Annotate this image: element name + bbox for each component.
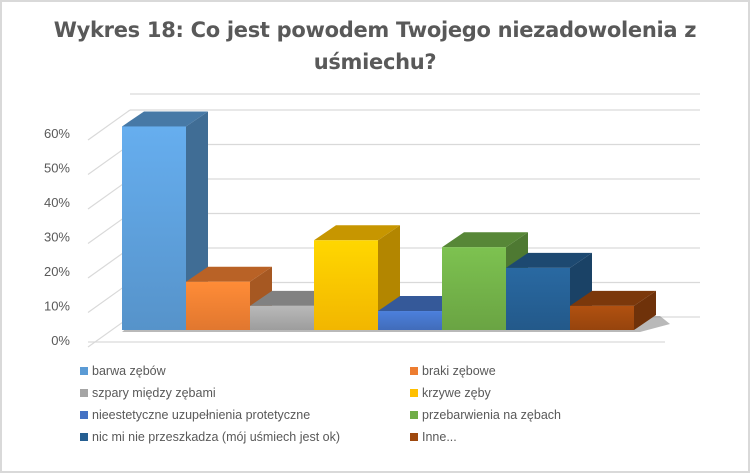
legend-swatch-icon [410,389,418,397]
legend-label: przebarwienia na zębach [422,408,561,422]
legend-item: braki zębowe [410,364,496,378]
legend-label: nieestetyczne uzupełnienia protetyczne [92,408,311,422]
legend-swatch-icon [410,433,418,441]
y-tick-label: 20% [44,264,70,279]
legend-item: nieestetyczne uzupełnienia protetyczne [80,408,310,422]
legend-item: barwa zębów [80,364,166,378]
legend-swatch-icon [80,367,88,375]
y-axis-ticks: 0% 10% 20% 30% 40% 50% 60% [44,126,70,348]
legend-item: szpary między zębami [80,386,216,400]
bars [122,111,670,332]
legend-label: szpary między zębami [92,386,216,400]
legend-label: krzywe zęby [422,386,491,400]
y-tick-label: 60% [44,126,70,141]
legend-label: Inne... [422,430,457,444]
legend-label: braki zębowe [422,364,496,378]
y-tick-label: 50% [44,161,70,176]
legend-item: przebarwienia na zębach [410,408,561,422]
chart-title-line-1: Wykres 18: Co jest powodem Twojego nieza… [53,18,697,42]
bar-8 [570,290,656,330]
legend-item: nic mi nie przeszkadza (mój uśmiech jest… [80,430,340,444]
legend-swatch-icon [80,433,88,441]
legend-swatch-icon [80,411,88,419]
legend-item: krzywe zęby [410,386,491,400]
legend-label: barwa zębów [92,364,166,378]
bar-2 [186,266,272,330]
legend-label: nic mi nie przeszkadza (mój uśmiech jest… [92,430,340,444]
legend-swatch-icon [410,411,418,419]
legend-item: Inne... [410,430,457,444]
y-tick-label: 0% [51,333,70,348]
legend-swatch-icon [80,389,88,397]
y-tick-label: 40% [44,195,70,210]
legend-swatch-icon [410,367,418,375]
chart-title: Wykres 18: Co jest powodem Twojego nieza… [40,14,710,78]
y-tick-label: 30% [44,230,70,245]
y-tick-label: 10% [44,299,70,314]
chart-title-line-2: uśmiechu? [313,50,437,74]
